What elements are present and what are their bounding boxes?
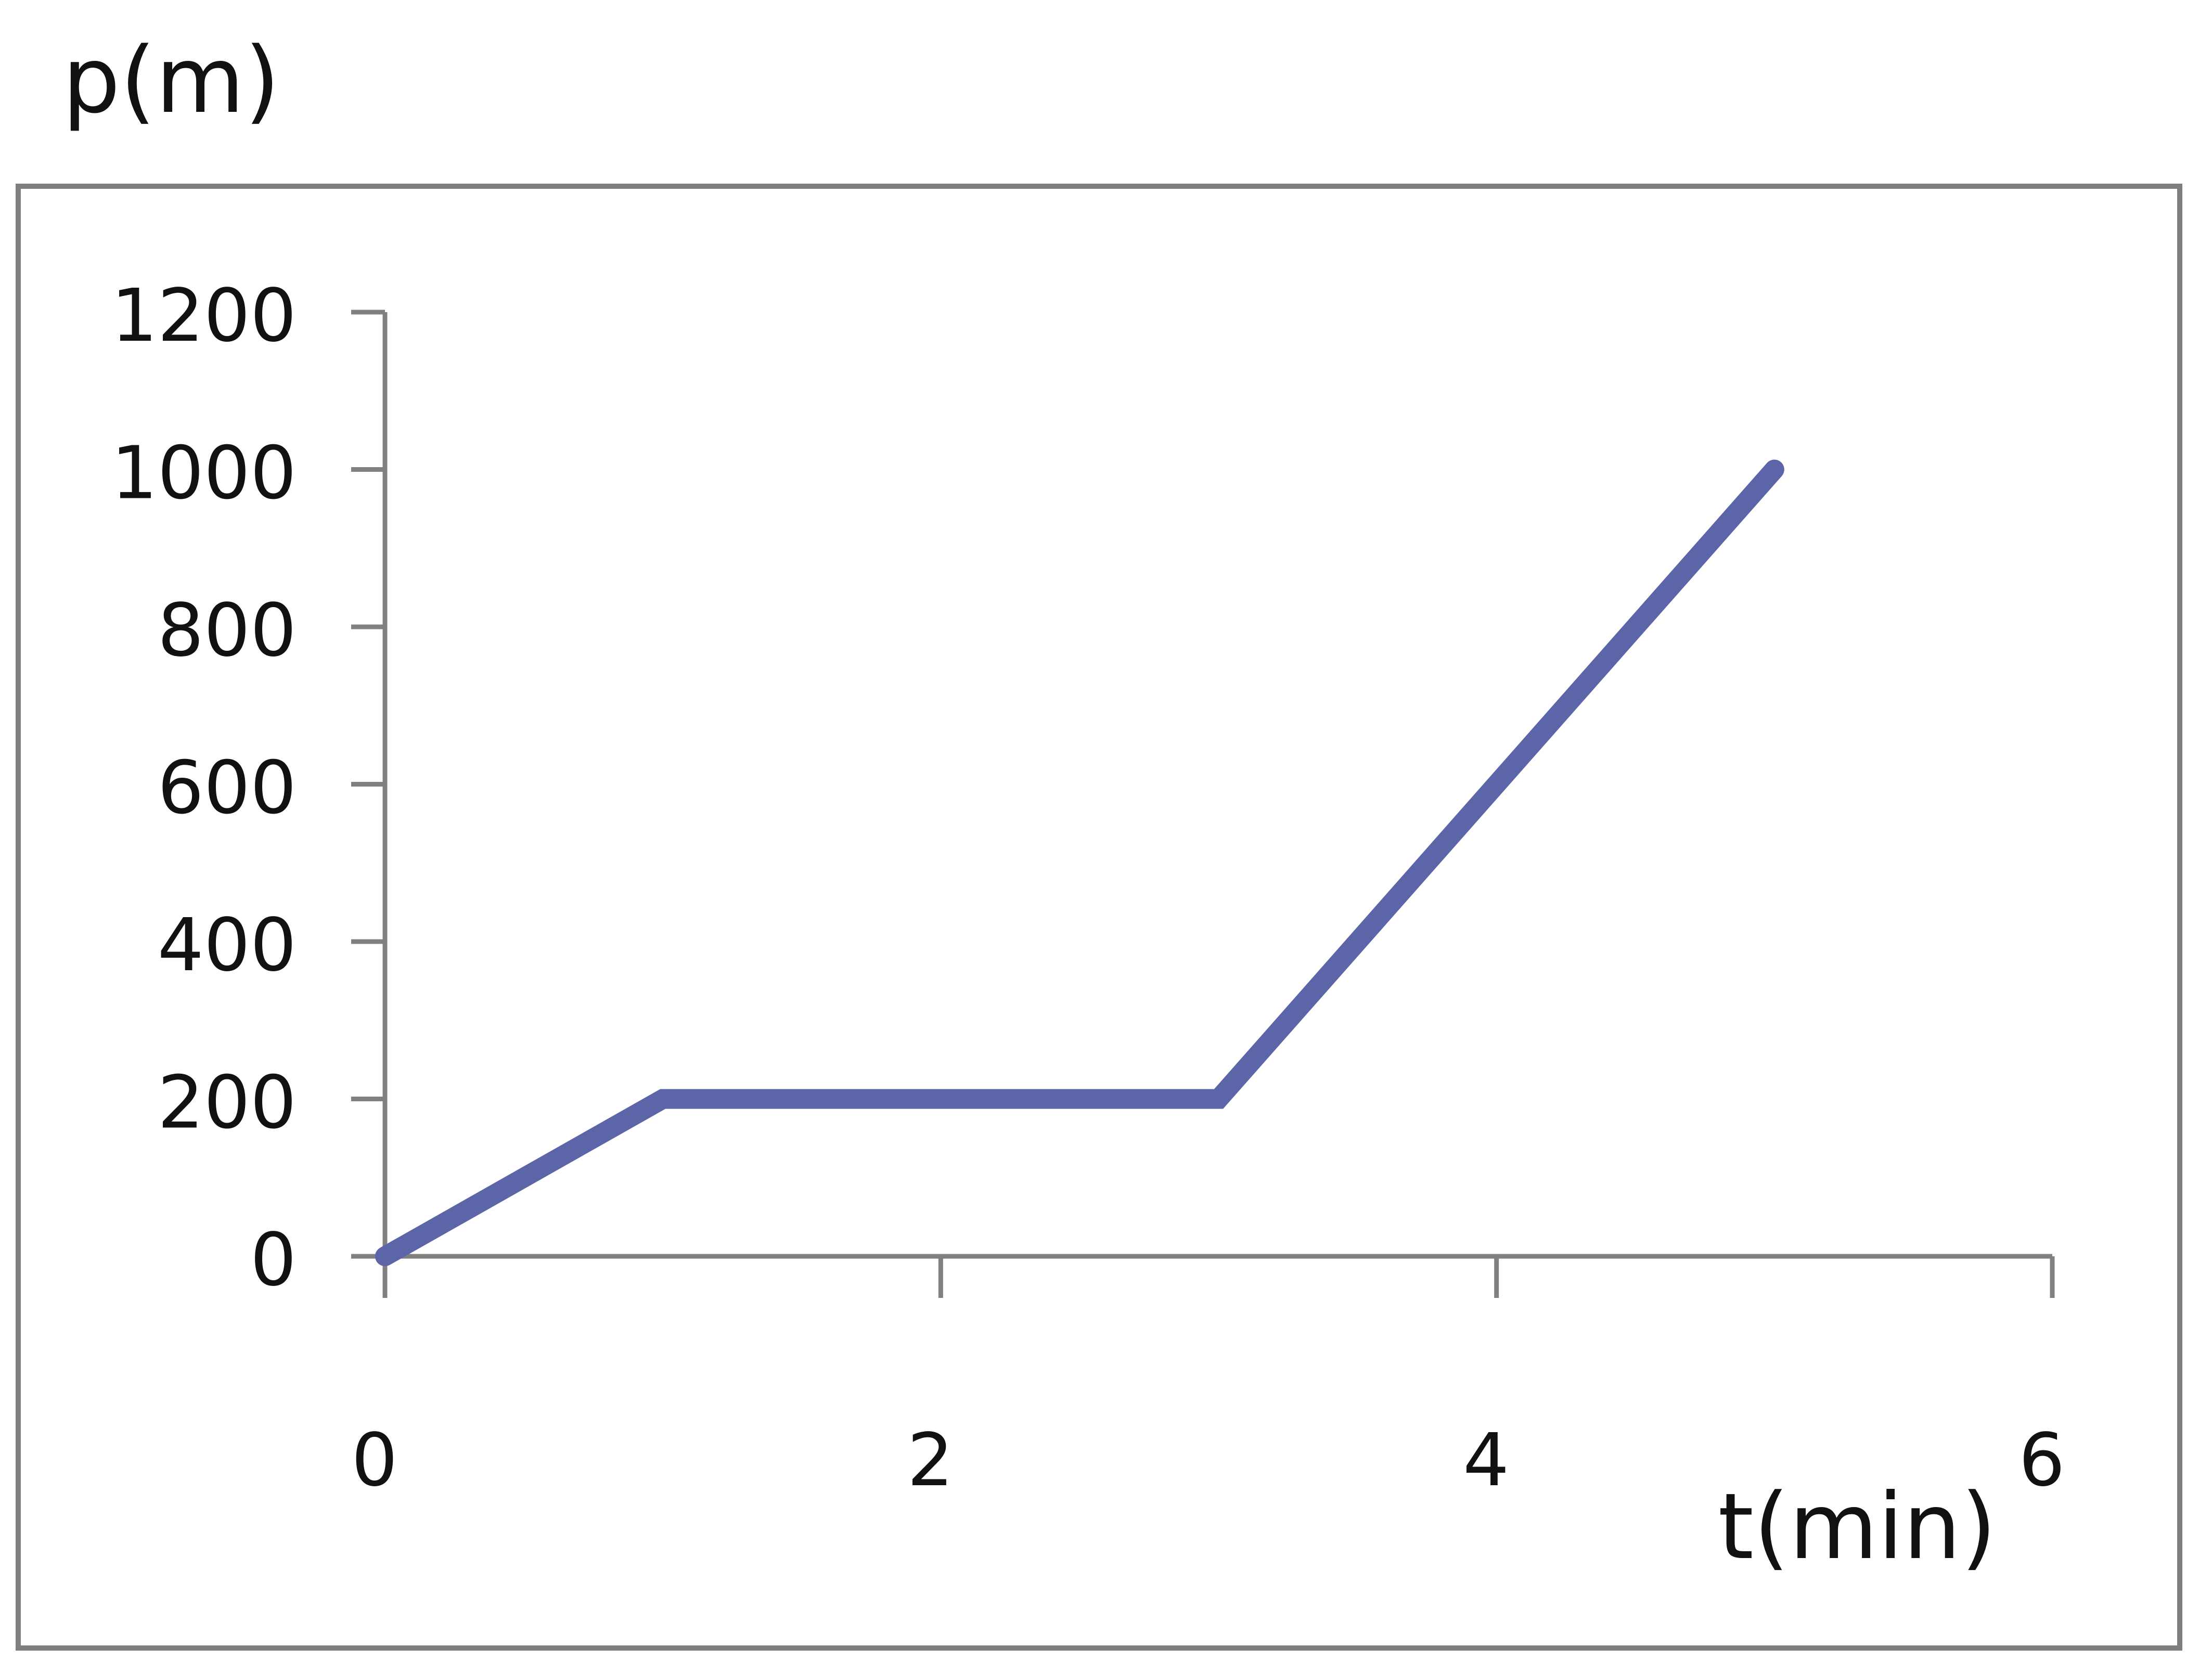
x-axis: 0 2 4 6 [351, 1254, 2065, 1503]
series-line [375, 459, 1784, 1266]
y-tick-label: 200 [158, 1061, 297, 1146]
series-layer [375, 459, 1784, 1266]
x-tick-label: 6 [2018, 1418, 2065, 1503]
y-tick-label: 600 [158, 746, 297, 831]
chart-frame [16, 184, 2182, 1651]
y-tick-label: 800 [158, 588, 297, 673]
x-tick-label: 0 [351, 1418, 397, 1503]
y-tick-label: 400 [158, 903, 297, 988]
x-tick-label: 4 [1463, 1418, 1509, 1503]
y-axis-title: p(m) [62, 28, 280, 134]
y-tick-label: 0 [250, 1218, 297, 1303]
x-tick-label: 2 [907, 1418, 954, 1503]
y-axis: 0 200 400 600 800 1000 1200 [111, 274, 388, 1303]
y-tick-label: 1200 [111, 274, 297, 358]
y-tick-label: 1000 [111, 431, 297, 516]
x-axis-title: t(min) [1718, 1474, 1996, 1580]
